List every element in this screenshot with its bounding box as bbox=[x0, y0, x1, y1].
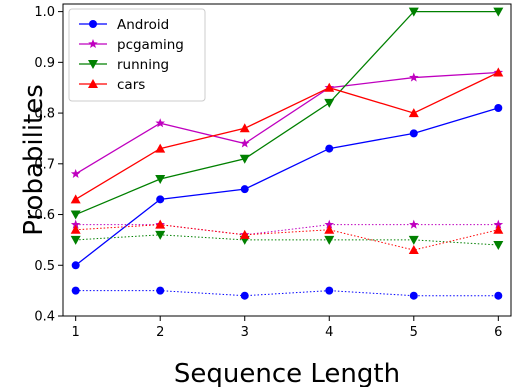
series-line bbox=[75, 10, 499, 216]
data-point bbox=[70, 210, 81, 220]
data-point bbox=[409, 129, 418, 138]
series-cars bbox=[70, 67, 504, 204]
x-tick-label: 4 bbox=[325, 325, 333, 340]
axis-ticks: 1 2 3 4 5 6 0.4 0.5 0.6 0.7 0.8 0.9 1.0 bbox=[34, 5, 502, 340]
data-point bbox=[493, 219, 504, 229]
data-point bbox=[324, 219, 335, 229]
x-tick-label: 3 bbox=[241, 325, 249, 340]
data-point bbox=[493, 224, 504, 234]
series-line bbox=[75, 224, 499, 251]
series-line bbox=[75, 107, 499, 266]
y-tick-label: 0.8 bbox=[34, 107, 55, 122]
data-point bbox=[325, 286, 334, 295]
series-dotted-4 bbox=[71, 286, 503, 300]
legend: Android pcgaming running cars bbox=[68, 8, 206, 102]
legend-marker bbox=[88, 60, 98, 69]
data-point bbox=[324, 224, 335, 234]
data-point bbox=[240, 185, 249, 194]
data-point bbox=[239, 154, 250, 164]
data-point bbox=[408, 235, 419, 245]
x-axis-title: Sequence Length bbox=[174, 359, 400, 387]
legend-item-android: Android bbox=[79, 17, 169, 33]
y-tick-label: 0.4 bbox=[34, 310, 55, 325]
data-point bbox=[240, 291, 249, 300]
series-line bbox=[75, 290, 499, 297]
y-tick-label: 0.6 bbox=[34, 208, 55, 223]
data-point bbox=[155, 118, 165, 128]
legend-item-running: running bbox=[79, 57, 169, 73]
data-point bbox=[155, 219, 166, 229]
x-tick-label: 5 bbox=[410, 325, 418, 340]
series-dotted-7 bbox=[70, 219, 504, 255]
data-point bbox=[155, 175, 166, 185]
y-axis-title: Probabilites bbox=[19, 84, 49, 236]
data-point bbox=[325, 144, 334, 153]
data-point bbox=[155, 143, 166, 153]
data-point bbox=[324, 98, 335, 108]
data-point bbox=[324, 235, 335, 245]
y-tick-label: 0.5 bbox=[34, 259, 55, 274]
plot-area-frame bbox=[62, 3, 512, 317]
data-point bbox=[70, 194, 81, 204]
x-tick-label: 2 bbox=[156, 325, 164, 340]
x-tick-label: 1 bbox=[72, 325, 80, 340]
x-tick-label: 6 bbox=[494, 325, 502, 340]
data-point bbox=[70, 224, 81, 234]
data-point bbox=[408, 245, 419, 255]
series-line bbox=[75, 224, 499, 236]
data-point bbox=[70, 219, 81, 229]
legend-item-pcgaming: pcgaming bbox=[79, 37, 184, 53]
data-point bbox=[324, 82, 335, 92]
data-point bbox=[409, 72, 419, 82]
series-layer bbox=[70, 7, 504, 300]
y-tick-label: 0.7 bbox=[34, 157, 55, 172]
data-point bbox=[70, 235, 81, 245]
series-line bbox=[75, 234, 499, 246]
series-line bbox=[75, 71, 499, 175]
data-point bbox=[70, 168, 81, 178]
data-point bbox=[408, 7, 419, 17]
data-point bbox=[156, 286, 165, 295]
legend-marker bbox=[88, 39, 98, 49]
data-point bbox=[156, 195, 165, 204]
series-android bbox=[71, 104, 503, 270]
legend-item-cars: cars bbox=[79, 77, 145, 93]
legend-marker bbox=[88, 79, 98, 88]
data-point bbox=[493, 67, 504, 77]
legend-label: running bbox=[117, 57, 169, 73]
data-point bbox=[493, 7, 504, 17]
data-point bbox=[494, 104, 503, 112]
data-point bbox=[409, 219, 419, 229]
y-tick-label: 0.9 bbox=[34, 56, 55, 71]
series-line bbox=[75, 71, 499, 200]
legend-marker bbox=[89, 20, 97, 28]
legend-label: cars bbox=[117, 77, 145, 93]
data-point bbox=[239, 138, 250, 148]
legend-label: pcgaming bbox=[117, 37, 184, 53]
y-tick-label: 1.0 bbox=[34, 5, 55, 20]
series-running bbox=[70, 7, 504, 220]
data-point bbox=[239, 229, 250, 239]
data-point bbox=[493, 240, 504, 250]
data-point bbox=[239, 123, 250, 133]
legend-label: Android bbox=[117, 17, 169, 33]
data-point bbox=[494, 291, 503, 300]
data-point bbox=[71, 261, 80, 270]
data-point bbox=[155, 230, 166, 240]
legend-box bbox=[68, 8, 206, 102]
data-point bbox=[71, 286, 80, 295]
data-point bbox=[408, 108, 419, 118]
data-point bbox=[409, 291, 418, 300]
